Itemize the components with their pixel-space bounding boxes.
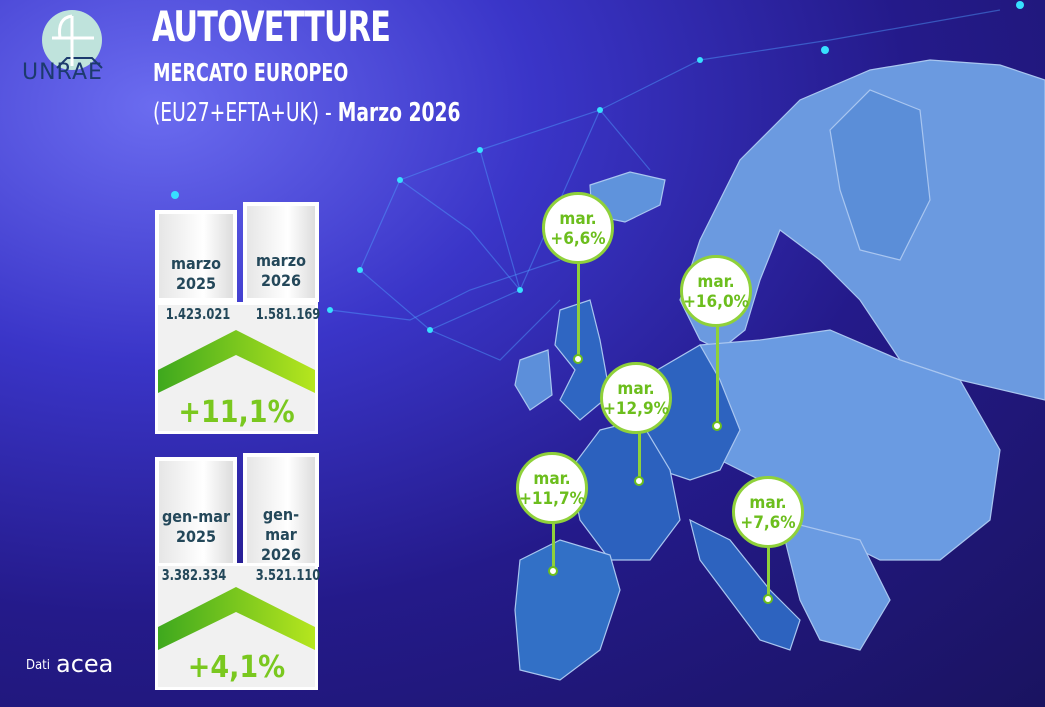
scope: (EU27+EFTA+UK) - <box>153 98 332 128</box>
tab-left: marzo 2025 <box>155 210 237 302</box>
change-percent: +4,1% <box>187 650 286 685</box>
tab-left: gen-mar 2025 <box>155 457 237 567</box>
change-percent: +11,1% <box>178 395 295 430</box>
callout-spain: mar. +11,7% <box>516 452 588 524</box>
period: Marzo 2026 <box>337 98 461 128</box>
tab-right: gen-mar 2026 <box>243 453 319 567</box>
page-subtitle: MERCATO EUROPEO <box>153 58 349 87</box>
callout-germany: mar. +16,0% <box>680 255 752 327</box>
page-title: AUTOVETTURE <box>152 2 391 51</box>
card-body: 3.382.334 3.521.110 +4,1% <box>155 563 321 690</box>
card-body: 1.423.021 1.581.169 +11,1% <box>155 302 321 434</box>
source-label: Dati <box>26 658 51 673</box>
acea-logo: acea <box>56 650 114 678</box>
value-2025: 1.423.021 <box>165 305 231 323</box>
callout-france: mar. +12,9% <box>600 362 672 434</box>
value-2026: 1.581.169 <box>255 305 321 323</box>
tab-right: marzo 2026 <box>243 202 319 302</box>
scope-line: (EU27+EFTA+UK) - Marzo 2026 <box>153 98 461 128</box>
up-arrow-icon <box>158 587 315 650</box>
logo-text: UNRAE <box>22 60 103 85</box>
value-2026: 3.521.110 <box>255 566 321 584</box>
unrae-logo-icon <box>42 10 103 70</box>
callout-uk: mar. +6,6% <box>542 192 614 264</box>
callout-italy: mar. +7,6% <box>732 476 804 548</box>
up-arrow-icon <box>158 330 315 393</box>
value-2025: 3.382.334 <box>161 566 227 584</box>
europe-map <box>514 59 1045 681</box>
